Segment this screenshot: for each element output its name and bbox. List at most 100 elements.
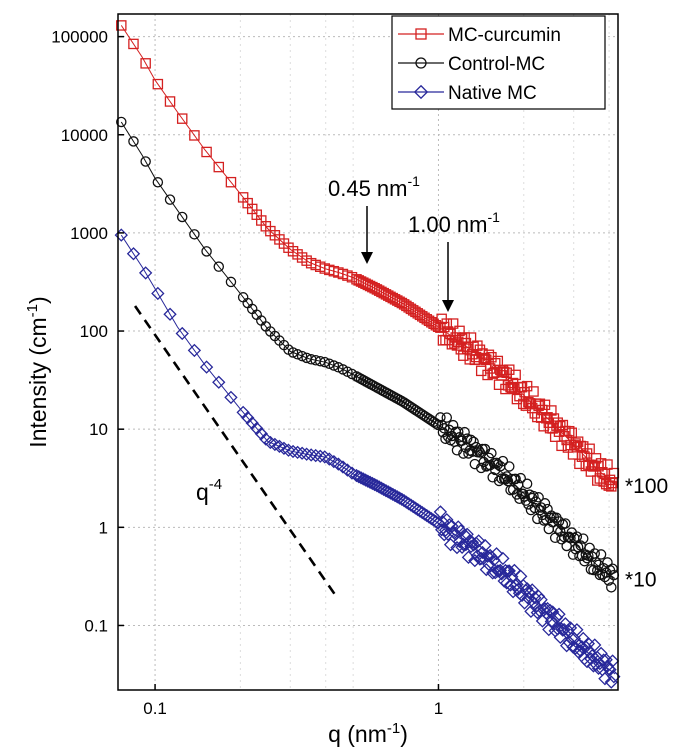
- data-point: [441, 412, 453, 423]
- data-point: [579, 555, 590, 567]
- data-point: [602, 459, 613, 470]
- peak-arrow-head: [361, 252, 373, 264]
- data-point: [313, 449, 327, 463]
- data-point: [286, 444, 300, 459]
- data-point: [602, 557, 613, 568]
- data-point: [604, 675, 618, 689]
- series-circle: [116, 116, 620, 593]
- data-point: [328, 360, 340, 371]
- plot-frame: [117, 13, 619, 691]
- data-point: [152, 78, 164, 90]
- legend-label: MC-curcumin: [448, 25, 561, 46]
- y-tick-label: 1: [99, 518, 108, 537]
- data-point: [287, 347, 299, 358]
- q4-reference-line: [133, 305, 339, 599]
- data-point: [510, 369, 521, 381]
- data-point: [438, 523, 453, 537]
- tick-labels: 0.1 1 10 100 1000 10000 100000 0.1 1: [51, 28, 443, 718]
- data-point: [496, 551, 510, 566]
- data-point: [309, 448, 323, 463]
- data-point: [575, 640, 589, 654]
- data-point: [503, 578, 518, 592]
- q4-label: q-4: [196, 476, 222, 505]
- data-point: [528, 386, 539, 397]
- scale-factor-label: *100: [625, 475, 668, 498]
- data-point: [489, 547, 504, 561]
- data-point: [299, 447, 314, 461]
- data-point: [539, 399, 551, 411]
- data-point: [565, 631, 579, 646]
- data-point: [555, 526, 566, 537]
- data-point: [588, 638, 602, 652]
- data-point: [175, 326, 189, 341]
- legend-item: Native MC: [398, 83, 537, 104]
- legend-item: Control-MC: [398, 54, 545, 75]
- data-point: [593, 656, 607, 671]
- data-point: [465, 434, 477, 446]
- series-diamond: [114, 228, 621, 689]
- data-point: [432, 419, 444, 431]
- data-point: [529, 502, 541, 514]
- legend-marker: [415, 28, 427, 40]
- data-point: [577, 533, 589, 544]
- data-point: [563, 425, 575, 437]
- data-point: [521, 478, 533, 490]
- data-point: [539, 498, 551, 509]
- data-point: [492, 459, 504, 470]
- data-point: [477, 443, 488, 455]
- data-point: [151, 286, 165, 301]
- data-point: [304, 448, 318, 462]
- grid-lines: [118, 14, 618, 690]
- legend-item: MC-curcumin: [398, 25, 561, 46]
- data-point: [606, 481, 617, 492]
- data-point: [479, 562, 493, 577]
- data-point: [201, 146, 212, 158]
- data-point: [277, 441, 291, 455]
- data-point: [560, 518, 571, 529]
- data-point: [436, 515, 450, 529]
- data-point: [176, 113, 188, 124]
- data-point: [510, 473, 521, 485]
- data-point: [435, 523, 449, 537]
- data-point: [163, 307, 177, 321]
- data-point: [295, 446, 309, 460]
- peak-arrow-head: [442, 300, 454, 312]
- data-point: [478, 538, 492, 553]
- data-point: [272, 439, 287, 454]
- data-point: [491, 457, 502, 469]
- data-point: [460, 527, 474, 541]
- data-point: [447, 419, 459, 431]
- legend-label: Control-MC: [448, 54, 545, 75]
- data-point: [565, 532, 576, 544]
- data-point: [581, 552, 593, 564]
- data-point: [433, 505, 448, 519]
- data-point: [570, 623, 584, 637]
- y-axis-label: Intensity (cm-1): [24, 296, 51, 447]
- data-point: [469, 536, 483, 550]
- reference-line-group: q-4: [133, 305, 339, 599]
- data-point: [128, 136, 139, 147]
- data-point: [526, 492, 538, 504]
- data-point: [584, 443, 595, 455]
- data-point: [549, 610, 564, 625]
- data-point: [546, 510, 557, 521]
- data-point: [468, 341, 479, 352]
- data-point: [435, 412, 446, 423]
- data-point: [164, 96, 176, 107]
- y-tick-label: 10: [89, 420, 108, 439]
- data-point: [458, 350, 469, 361]
- data-point: [504, 461, 515, 472]
- data-point: [486, 351, 497, 363]
- data-point: [595, 549, 607, 560]
- scale-factor-label: *10: [625, 569, 657, 592]
- data-point: [324, 358, 335, 369]
- annotations-group: 0.45 nm-1 1.00 nm-1 *100 *10: [328, 173, 668, 592]
- data-point: [140, 156, 151, 167]
- legend-marker: [415, 57, 427, 69]
- data-point: [438, 423, 450, 434]
- data-point: [607, 563, 618, 574]
- data-point: [515, 472, 526, 484]
- data-point: [502, 564, 516, 578]
- peak-annotation-label: 0.45 nm-1: [328, 173, 420, 201]
